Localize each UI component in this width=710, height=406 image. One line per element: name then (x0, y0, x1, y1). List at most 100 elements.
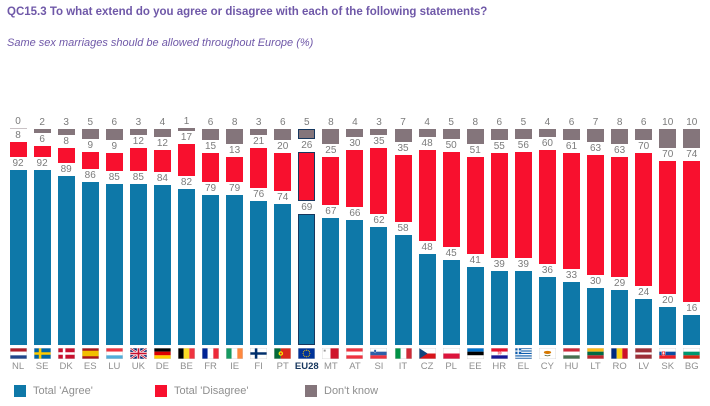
dontknow-value-label: 3 (255, 117, 262, 129)
axis-label-lt: LT (590, 361, 601, 372)
axis-label-de: DE (155, 361, 169, 372)
dontknow-value-label: 8 (616, 117, 623, 129)
disagree-value-label: 55 (493, 141, 505, 153)
pt-flag-icon (274, 348, 292, 359)
bar-stack: 8 13 79 (223, 98, 247, 345)
agree-value-label: 66 (349, 207, 361, 219)
bar-stack: 7 63 30 (584, 98, 608, 345)
fi-flag-icon (250, 348, 268, 359)
bar-stack: 6 9 85 (102, 98, 126, 345)
dontknow-bar (370, 129, 388, 135)
agree-value-label: 76 (253, 188, 265, 200)
disagree-value-label: 48 (421, 137, 433, 149)
disagree-bar (177, 143, 195, 177)
dk-flag-icon (57, 348, 75, 359)
dontknow-value-label: 5 (87, 117, 93, 129)
bar-stack: 4 30 66 (343, 98, 367, 345)
ie-flag-icon (226, 348, 244, 359)
axis-label-fr: FR (204, 361, 217, 372)
dontknow-bar (466, 129, 484, 145)
axis-label-it: IT (398, 361, 408, 372)
disagree-value-label: 26 (301, 139, 313, 151)
dontknow-bar (274, 129, 292, 141)
disagree-bar (562, 153, 580, 270)
disagree-bar (611, 157, 629, 277)
agree-bar (659, 307, 677, 345)
dontknow-value-label: 7 (592, 117, 599, 129)
ro-flag-icon (611, 348, 629, 359)
agree-value-label: 39 (517, 258, 529, 270)
country-column-it: 7 35 58 IT (391, 98, 415, 374)
agree-bar (587, 288, 605, 345)
agree-bar (9, 170, 27, 345)
disagree-value-label: 17 (180, 131, 193, 143)
bar-stack: 5 9 86 (78, 98, 102, 345)
agree-bar (202, 194, 220, 345)
agree-bar (370, 227, 388, 345)
dontknow-value-label: 8 (472, 117, 478, 129)
disagree-value-label: 13 (229, 145, 241, 157)
agree-value-label: 79 (229, 182, 241, 194)
bar-stack: 5 26 69 (295, 98, 319, 345)
bar-stack: 2 6 92 (30, 98, 54, 345)
bar-stack: 8 63 29 (608, 98, 632, 345)
agree-value-label: 58 (397, 222, 409, 234)
axis-label-es: ES (83, 361, 97, 372)
country-column-ro: 8 63 29 RO (608, 98, 632, 374)
agree-bar (298, 213, 316, 345)
axis-label-se: SE (35, 361, 49, 372)
disagree-bar (105, 153, 123, 171)
dontknow-bar (226, 129, 244, 145)
bar-stack: 10 74 16 (680, 98, 704, 345)
mt-flag-icon (322, 348, 340, 359)
country-column-eu28: 5 26 69 EU28 (295, 98, 319, 374)
de-flag-icon (153, 348, 171, 359)
disagree-bar (418, 149, 436, 241)
es-flag-icon (81, 348, 99, 359)
dontknow-value-label: 6 (568, 117, 575, 129)
dontknow-value-label: 4 (159, 117, 166, 129)
agree-value-label: 86 (84, 169, 96, 181)
dontknow-bar (418, 129, 436, 137)
axis-label-uk: UK (131, 361, 145, 372)
axis-label-hu: HU (564, 361, 579, 372)
sk-flag-icon (659, 348, 677, 359)
dontknow-bar (635, 129, 653, 141)
axis-label-lu: LU (108, 361, 121, 372)
disagree-bar (153, 149, 171, 173)
stacked-bar-chart: 0 8 92 NL 2 6 92 SE 3 8 89 DK 5 9 86 ES 6 9 85 LU 3 12 85 UK 4 1… (6, 98, 704, 374)
agree-value-label: 92 (36, 158, 48, 170)
si-flag-icon (370, 348, 388, 359)
disagree-value-label: 12 (156, 137, 168, 149)
agree-value-label: 20 (662, 295, 674, 306)
bar-stack: 6 61 33 (559, 98, 583, 345)
nl-flag-icon (9, 348, 27, 359)
axis-label-nl: NL (11, 361, 25, 372)
disagree-bar (659, 161, 677, 294)
axis-label-el: EL (517, 361, 530, 372)
disagree-bar (490, 153, 508, 258)
country-column-uk: 3 12 85 UK (126, 98, 150, 374)
agree-bar (153, 185, 171, 345)
lv-flag-icon (635, 348, 653, 359)
disagree-value-label: 25 (325, 145, 337, 157)
dontknow-value-label: 3 (376, 117, 382, 129)
hr-flag-icon (490, 348, 508, 359)
disagree-value-label: 12 (132, 135, 144, 147)
be-flag-icon (177, 348, 195, 359)
agree-bar (538, 276, 556, 345)
agree-value-label: 79 (204, 182, 217, 194)
disagree-bar (370, 147, 388, 215)
axis-label-ie: IE (230, 361, 240, 372)
bar-stack: 5 50 45 (439, 98, 463, 345)
dontknow-value-label: 10 (686, 117, 698, 129)
country-column-de: 4 12 84 DE (150, 98, 174, 374)
agree-value-label: 39 (493, 258, 505, 270)
agree-bar (490, 270, 508, 345)
it-flag-icon (394, 348, 412, 359)
agree-value-label: 74 (277, 192, 289, 204)
country-column-el: 5 56 39 EL (511, 98, 535, 374)
agree-bar (442, 259, 460, 345)
agree-bar (129, 183, 147, 345)
